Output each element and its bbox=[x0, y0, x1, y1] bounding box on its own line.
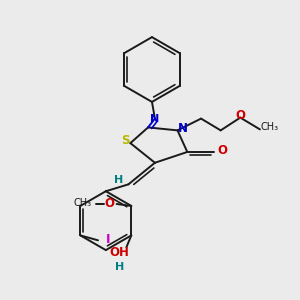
Text: CH₃: CH₃ bbox=[261, 122, 279, 132]
Text: OH: OH bbox=[110, 246, 130, 259]
Text: O: O bbox=[218, 145, 228, 158]
Text: O: O bbox=[105, 197, 115, 211]
Text: H: H bbox=[114, 176, 123, 185]
Text: N: N bbox=[178, 122, 188, 135]
Text: H: H bbox=[115, 262, 124, 272]
Text: N: N bbox=[150, 114, 160, 124]
Text: O: O bbox=[235, 109, 245, 122]
Text: I: I bbox=[106, 233, 110, 246]
Text: CH₃: CH₃ bbox=[73, 198, 91, 208]
Text: S: S bbox=[121, 134, 130, 147]
